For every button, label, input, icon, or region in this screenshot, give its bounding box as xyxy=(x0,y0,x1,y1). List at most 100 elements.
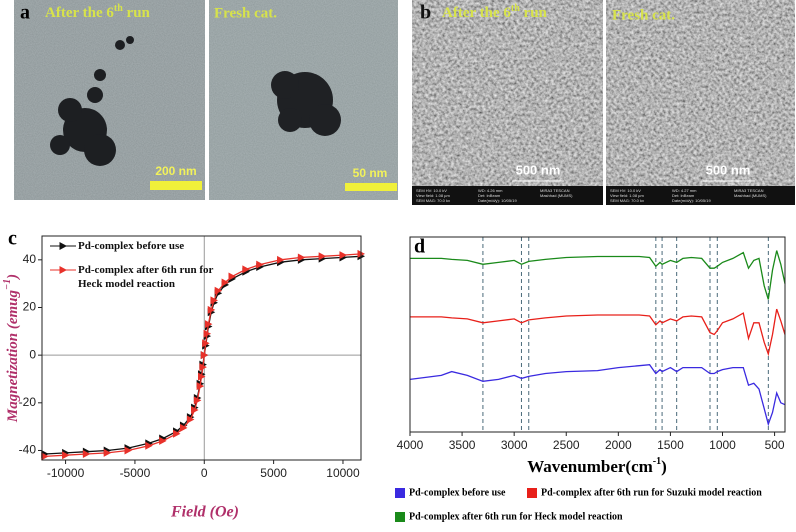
caption-part: After the 6 xyxy=(442,5,511,21)
x-axis-label: Wavenumber(cm-1) xyxy=(527,456,667,476)
marker xyxy=(199,363,207,372)
info-line: Mashhad (MUMS) xyxy=(540,193,573,198)
label-part: Wavenumber(cm xyxy=(527,457,653,476)
panel-c: c Field (Oe) Magnetization (emug−1) -100… xyxy=(2,228,365,521)
marker xyxy=(297,253,306,262)
label-part: ) xyxy=(661,457,667,476)
y-tick-label: -40 xyxy=(19,443,37,457)
legend-label: Pd-complex after 6th run for Suzuki mode… xyxy=(541,487,762,498)
marker xyxy=(179,423,188,432)
marker xyxy=(204,320,213,329)
x-tick-label: 5000 xyxy=(260,466,287,480)
x-tick-label: -5000 xyxy=(120,466,151,480)
y-tick-label: 40 xyxy=(23,252,37,266)
legend-item: Pd-complex after 6th run for Heck model … xyxy=(78,264,214,290)
marker xyxy=(339,251,347,260)
marker xyxy=(221,278,230,287)
caption-part: run xyxy=(520,5,548,21)
panel-a: a After the 6th run Fresh cat. 200 nm 50… xyxy=(14,0,398,200)
marker xyxy=(191,405,199,414)
legend-marker xyxy=(59,242,67,250)
marker xyxy=(198,372,206,381)
x-tick-label: 2000 xyxy=(605,438,632,452)
caption: After the 6th run xyxy=(45,3,151,21)
marker xyxy=(124,446,132,455)
label-part: ) xyxy=(5,274,21,281)
marker xyxy=(210,296,218,305)
panel-label: c xyxy=(8,228,17,250)
info-line: WD: 4.26 mm xyxy=(478,188,503,193)
legend-marker xyxy=(59,266,67,274)
scale-label: 500 nm xyxy=(706,162,751,177)
marker xyxy=(318,252,327,261)
info-line: Det: InBeam xyxy=(672,193,695,198)
info-line: MIRA3 TESCAN xyxy=(540,188,570,193)
tem-texture xyxy=(14,0,205,200)
x-tick-label: 4000 xyxy=(397,438,424,452)
x-tick-label: 1500 xyxy=(657,438,684,452)
y-tick-label: 0 xyxy=(29,347,36,361)
info-line: View field: 1.08 µm xyxy=(416,193,450,198)
caption-part: After the 6 xyxy=(45,5,114,21)
marker xyxy=(173,429,181,438)
legend-swatch xyxy=(395,512,405,522)
marker xyxy=(256,260,264,269)
legend-label: Pd-complex before use xyxy=(409,487,506,498)
marker xyxy=(202,339,210,348)
x-tick-label: 10000 xyxy=(326,466,360,480)
info-line: Date(m/d/y): 10/05/19 xyxy=(672,198,711,203)
caption: Fresh cat. xyxy=(612,7,675,23)
series-line xyxy=(409,364,786,427)
scale-label: 200 nm xyxy=(155,164,196,178)
marker xyxy=(103,448,112,457)
x-tick-label: 3000 xyxy=(501,438,528,452)
x-tick-label: 500 xyxy=(765,438,785,452)
legend-label: Pd-complex after 6th run for Heck model … xyxy=(78,264,214,290)
legend-item: Pd-complex before use xyxy=(78,240,185,252)
marker xyxy=(41,452,49,461)
scale-bar xyxy=(345,183,397,191)
superscript: th xyxy=(114,3,123,14)
marker xyxy=(62,451,70,460)
x-tick-label: -10000 xyxy=(47,466,85,480)
plot-frame xyxy=(41,235,362,461)
y-axis-label: Magnetization (emug−1) xyxy=(2,274,21,423)
panel-d: d Wavenumber(cm-1) 4000 3500 3000 2500 2000 1… xyxy=(395,236,786,522)
info-bar xyxy=(412,186,603,205)
sem-texture xyxy=(606,0,795,186)
x-tick-label: 1000 xyxy=(709,438,736,452)
info-line: SEM HV: 10.0 kV xyxy=(416,188,447,193)
info-line: WD: 4.27 mm xyxy=(672,188,697,193)
marker xyxy=(203,329,212,338)
panel-label: d xyxy=(414,236,425,258)
marker xyxy=(196,382,205,391)
series-line xyxy=(410,250,786,300)
superscript: −1 xyxy=(2,279,13,290)
legend-label: Pd-complex before use xyxy=(78,240,185,252)
legend-label: Pd-complex after 6th run for Heck model … xyxy=(409,511,623,522)
x-tick-label: 2500 xyxy=(553,438,580,452)
marker xyxy=(145,441,153,450)
info-line: SEM HV: 10.0 kV xyxy=(610,188,641,193)
series-line xyxy=(410,308,786,357)
marker xyxy=(82,450,91,459)
plot-frame xyxy=(409,236,786,433)
x-axis-label: Field (Oe) xyxy=(170,504,239,521)
particle xyxy=(271,71,341,136)
superscript: -1 xyxy=(653,456,661,467)
y-tick-label: 20 xyxy=(23,300,37,314)
caption-part: run xyxy=(123,5,151,21)
marker xyxy=(193,396,202,405)
legend-swatch xyxy=(527,488,537,498)
marker xyxy=(277,255,285,264)
marker xyxy=(242,265,250,274)
marker xyxy=(186,415,195,424)
particle xyxy=(50,36,134,166)
scale-label: 50 nm xyxy=(353,166,388,180)
marker xyxy=(228,272,237,281)
marker xyxy=(200,351,209,360)
scale-label: 500 nm xyxy=(516,162,561,177)
superscript: th xyxy=(511,3,520,14)
